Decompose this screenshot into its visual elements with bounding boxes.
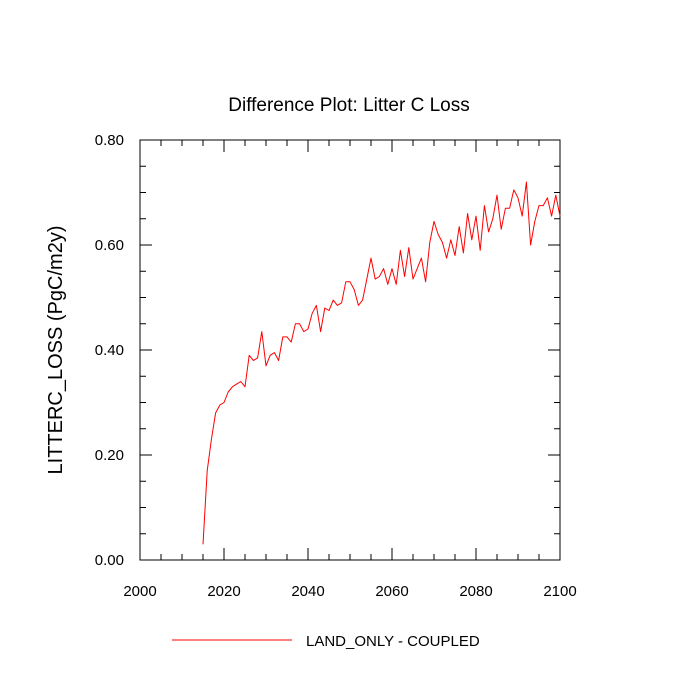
x-axis-tick-labels: 2000 2020 2040 2060 2080 2100 xyxy=(123,583,576,600)
x-tick-label: 2080 xyxy=(459,583,492,600)
series-group xyxy=(202,181,561,545)
x-tick-label: 2100 xyxy=(543,583,576,600)
legend: LAND_ONLY - COUPLED xyxy=(172,633,480,650)
legend-label: LAND_ONLY - COUPLED xyxy=(306,633,480,650)
x-tick-label: 2040 xyxy=(291,583,324,600)
y-tick-label: 0.00 xyxy=(95,552,124,569)
x-tick-label: 2060 xyxy=(375,583,408,600)
y-axis-label: LITTERC_LOSS (PgC/m2y) xyxy=(45,226,67,475)
plot-frame xyxy=(139,139,561,561)
x-tick-label: 2000 xyxy=(123,583,156,600)
y-tick-label: 0.60 xyxy=(95,237,124,254)
y-axis-tick-labels: 0.00 0.20 0.40 0.60 0.80 xyxy=(95,132,124,569)
x-tick-label: 2020 xyxy=(207,583,240,600)
y-tick-label: 0.20 xyxy=(95,447,124,464)
series-line-land-only-minus-coupled xyxy=(202,181,561,545)
chart-title: Difference Plot: Litter C Loss xyxy=(228,95,469,116)
y-tick-label: 0.40 xyxy=(95,342,124,359)
axis-ticks xyxy=(139,139,561,561)
y-tick-label: 0.80 xyxy=(95,132,124,149)
